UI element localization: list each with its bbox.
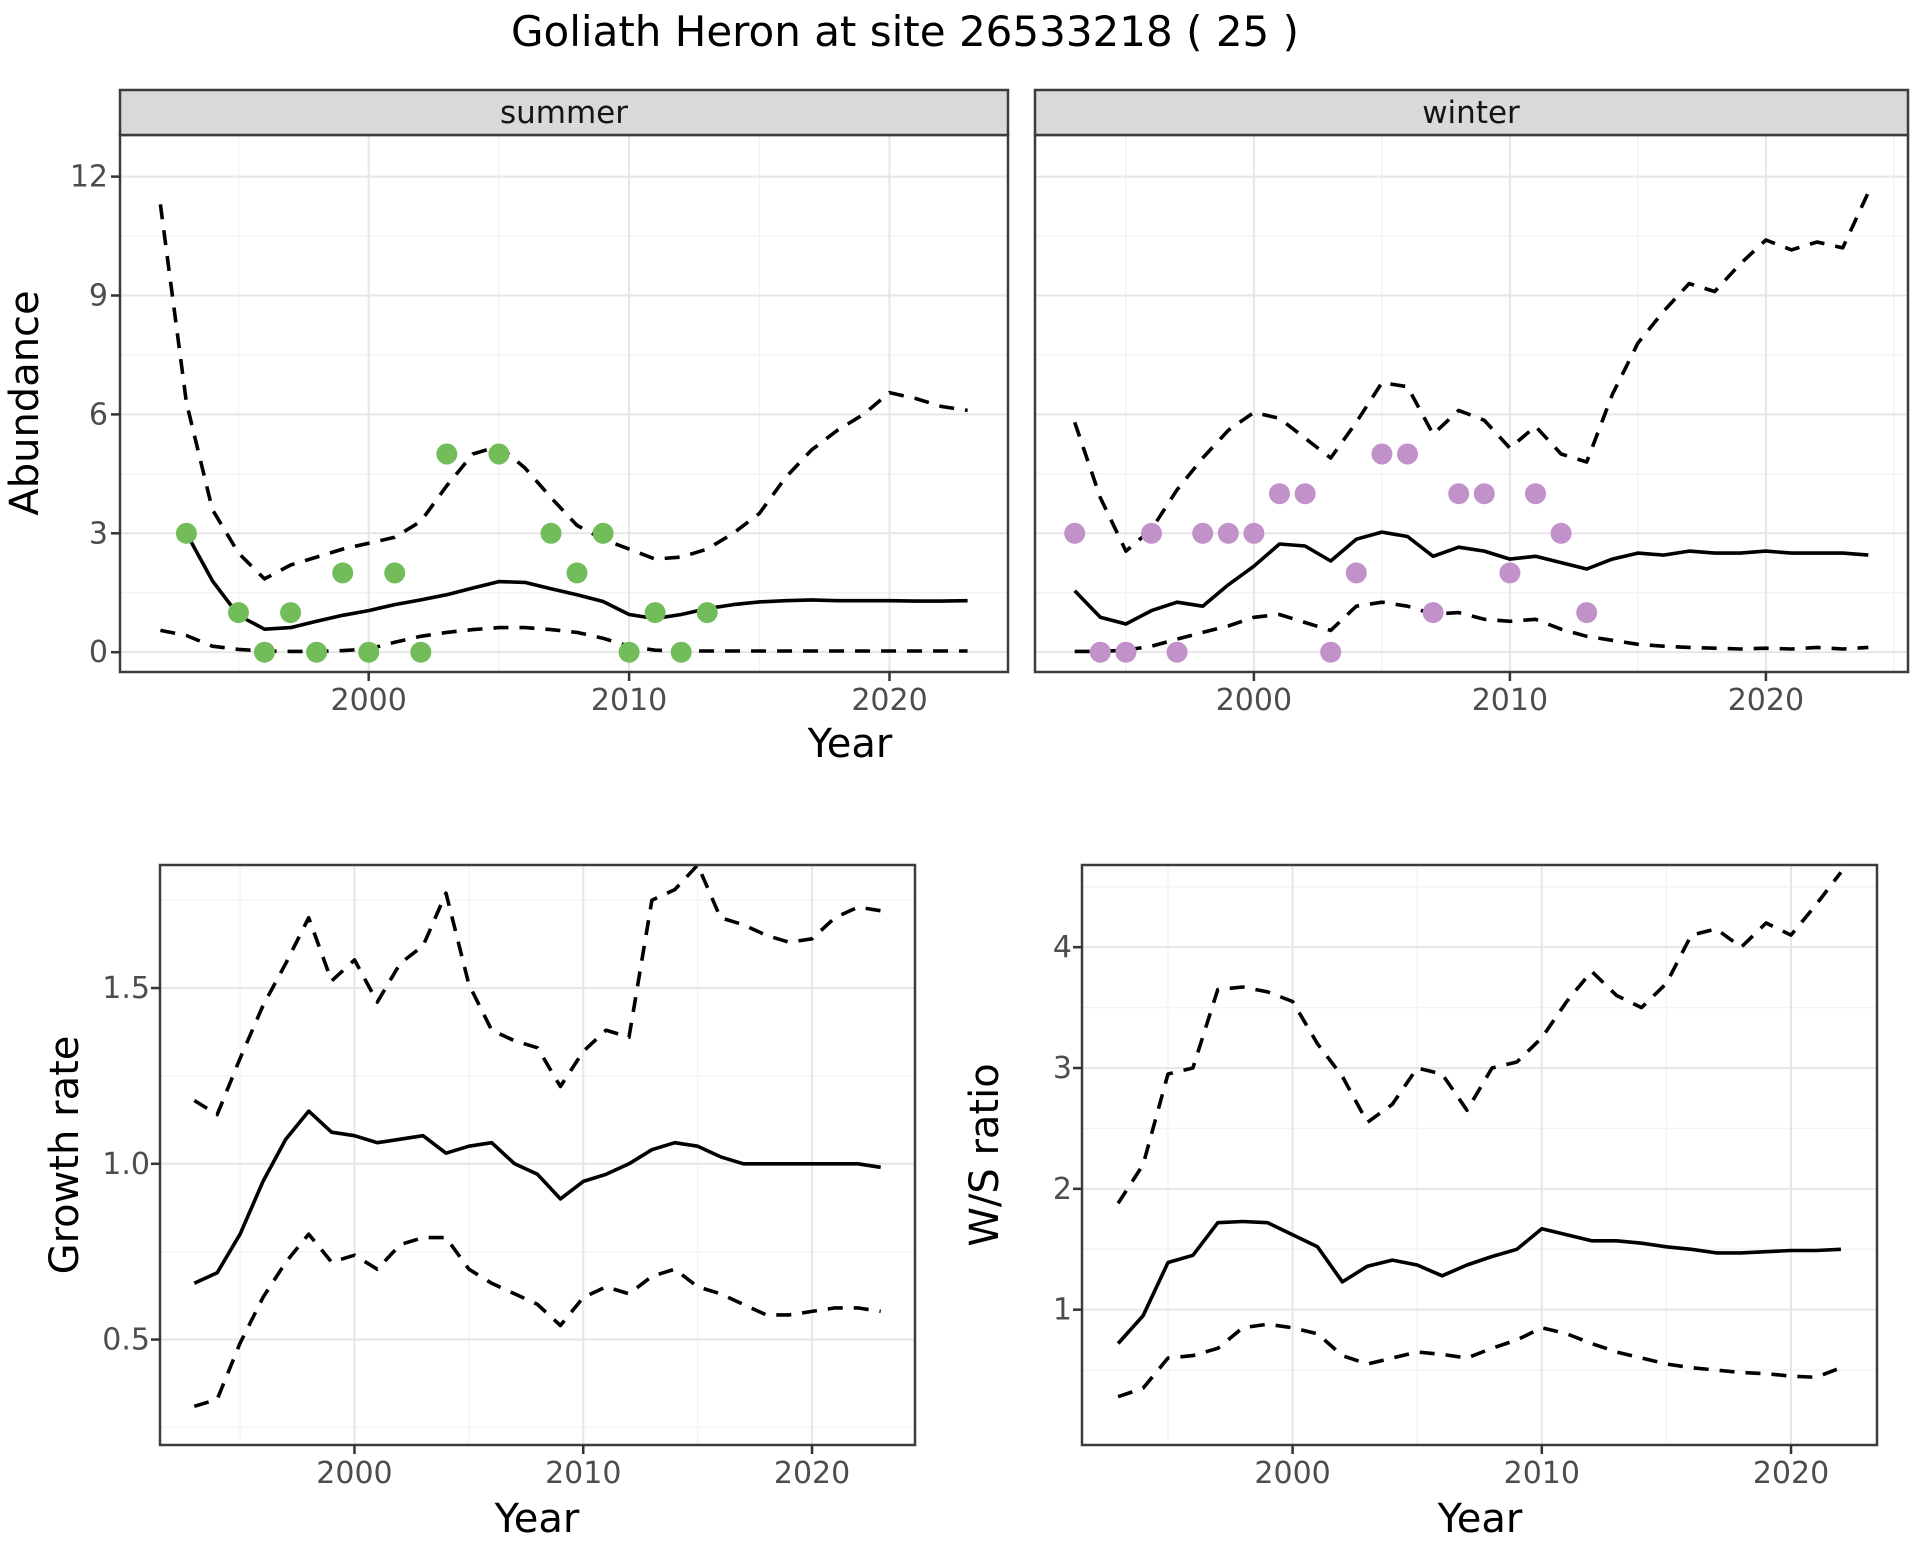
abundance-summer-observation-point <box>618 641 640 663</box>
x-tick-label: 2020 <box>1753 1456 1829 1491</box>
panel-background <box>1035 135 1908 672</box>
x-tick-label: 2010 <box>1504 1456 1580 1491</box>
abundance-winter-observation-point <box>1089 641 1111 663</box>
abundance-summer-observation-point <box>436 443 458 465</box>
panel-abundance-summer: 2000 2010 2020 0 3 6 9 12 <box>70 88 1010 718</box>
abundance-winter-observation-point <box>1422 602 1444 624</box>
abundance-summer-observation-point <box>644 602 666 624</box>
abundance-winter-observation-point <box>1269 483 1290 505</box>
y-tick-label: 0.5 <box>102 1323 150 1358</box>
strip-label-summer: summer <box>500 95 628 131</box>
abundance-summer-observation-point <box>228 602 249 624</box>
abundance-summer-observation-point <box>670 641 692 663</box>
y-tick-label: 6 <box>89 397 108 432</box>
abundance-summer-mean-line <box>184 532 968 631</box>
y-tick-label: 1.5 <box>102 971 150 1006</box>
abundance-summer-observation-point <box>488 443 510 465</box>
abundance-axis-title: Abundance <box>2 290 48 515</box>
facet-strip <box>1033 88 1910 137</box>
abundance-summer-observation-point <box>696 602 718 624</box>
abundance-winter-observation-point <box>1473 483 1495 505</box>
abundance-summer-observation-point <box>540 522 562 544</box>
panel-border <box>1080 863 1879 1447</box>
abundance-winter-observation-point <box>1192 522 1214 544</box>
abundance-summer-observation-point <box>306 641 328 663</box>
y-tick-label: 1.0 <box>102 1147 150 1182</box>
growth-rate-axis-title: Growth rate <box>42 1036 88 1275</box>
abundance-winter-observation-point <box>1397 443 1418 465</box>
abundance-summer-lower_ci-line <box>160 625 968 654</box>
growth-rate-mean-line <box>193 1109 881 1285</box>
growth-rate-lower_ci-line <box>193 1232 881 1409</box>
panel-background <box>120 135 1008 672</box>
x-tick-label: 2010 <box>545 1456 621 1491</box>
y-tick-label: 1 <box>1053 1293 1072 1328</box>
y-tick-label: 3 <box>1053 1051 1072 1086</box>
ws-ratio-axis-title: W/S ratio <box>962 1063 1008 1246</box>
abundance-summer-observation-point <box>332 562 354 584</box>
abundance-summer-observation-point <box>358 641 380 663</box>
abundance-winter-observation-point <box>1525 483 1546 505</box>
y-tick-label: 9 <box>89 279 108 314</box>
x-tick-label: 2020 <box>1728 683 1804 718</box>
y-tick-label: 12 <box>70 160 108 195</box>
panel-background <box>160 865 915 1445</box>
abundance-winter-upper_ci-line <box>1072 191 1870 553</box>
panel-abundance-winter: 2000 2010 2020 <box>1033 88 1910 718</box>
ws-year-axis-title: Year <box>1437 1496 1523 1542</box>
abundance-winter-observation-point <box>1448 483 1470 505</box>
x-tick-label: 2020 <box>851 683 927 718</box>
strip-label-winter: winter <box>1422 95 1520 131</box>
figure-title: Goliath Heron at site 26533218 ( 25 ) <box>511 7 1299 56</box>
abundance-summer-observation-point <box>566 562 588 584</box>
y-tick-label: 4 <box>1053 930 1072 965</box>
y-tick-label: 2 <box>1053 1172 1072 1207</box>
top-year-axis-title: Year <box>807 721 893 767</box>
abundance-winter-observation-point <box>1064 522 1086 544</box>
x-tick-label: 2000 <box>1216 683 1292 718</box>
abundance-winter-observation-point <box>1115 641 1137 663</box>
ws-ratio-lower_ci-line <box>1117 1322 1842 1399</box>
abundance-winter-lower_ci-line <box>1074 600 1869 654</box>
growth-year-axis-title: Year <box>494 1496 580 1542</box>
abundance-summer-observation-point <box>410 641 432 663</box>
x-tick-label: 2000 <box>316 1456 392 1491</box>
abundance-winter-observation-point <box>1320 641 1342 663</box>
x-tick-label: 2000 <box>331 683 407 718</box>
abundance-winter-observation-point <box>1243 522 1265 544</box>
facet-strip <box>118 88 1010 137</box>
abundance-winter-observation-point <box>1576 602 1598 624</box>
panel-background <box>1082 865 1877 1445</box>
x-tick-label: 2010 <box>1472 683 1548 718</box>
abundance-summer-observation-point <box>175 522 197 544</box>
abundance-winter-observation-point <box>1141 522 1162 544</box>
abundance-winter-observation-point <box>1550 522 1572 544</box>
x-tick-label: 2010 <box>591 683 667 718</box>
x-tick-label: 2020 <box>774 1456 850 1491</box>
abundance-winter-mean-line <box>1073 530 1869 626</box>
growth-rate-upper_ci-line <box>193 863 881 1117</box>
x-tick-label: 2000 <box>1254 1456 1330 1491</box>
y-tick-label: 0 <box>89 635 108 670</box>
abundance-winter-observation-point <box>1345 562 1367 584</box>
abundance-summer-upper_ci-line <box>158 204 968 581</box>
abundance-winter-observation-point <box>1294 483 1316 505</box>
abundance-winter-observation-point <box>1217 522 1239 544</box>
ws-ratio-mean-line <box>1116 1219 1841 1345</box>
ws-ratio-upper_ci-line <box>1116 871 1843 1205</box>
panel-ws-ratio: 2000 2010 2020 1 2 3 4 <box>1053 863 1879 1491</box>
abundance-winter-observation-point <box>1166 641 1188 663</box>
abundance-summer-observation-point <box>384 562 406 584</box>
panel-border <box>158 863 917 1447</box>
abundance-summer-observation-point <box>592 522 614 544</box>
abundance-summer-observation-point <box>280 602 302 624</box>
abundance-summer-observation-point <box>254 641 275 663</box>
abundance-winter-observation-point <box>1371 443 1393 465</box>
panel-growth-rate: 2000 2010 2020 0.5 1.0 1.5 <box>102 863 917 1491</box>
abundance-winter-observation-point <box>1499 562 1521 584</box>
y-tick-label: 3 <box>89 516 108 551</box>
